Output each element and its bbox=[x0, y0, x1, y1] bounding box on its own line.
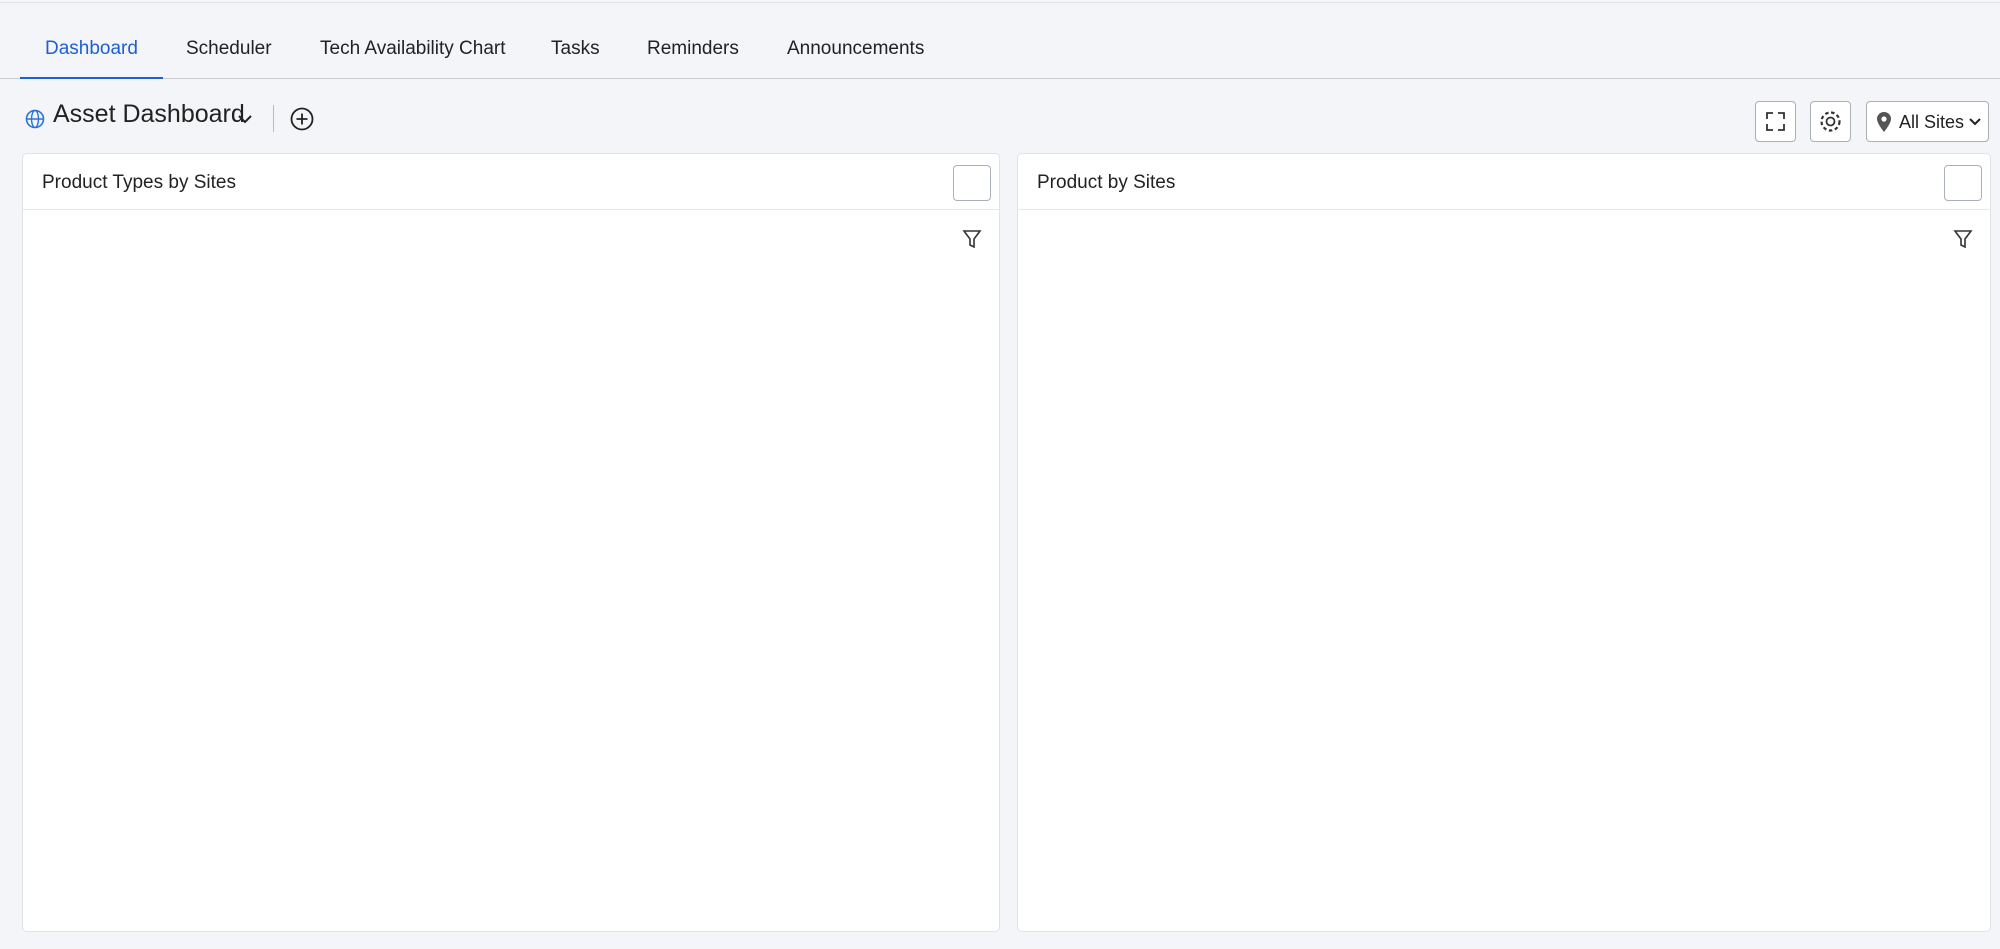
site-filter-label: All Sites bbox=[1899, 112, 1965, 132]
dashboard-title[interactable]: Asset Dashboard bbox=[53, 100, 245, 128]
chart-panel: Product Types by Sites LaptopDesktopTabl… bbox=[22, 153, 1000, 932]
tab-bar: Dashboard Scheduler Tech Availability Ch… bbox=[0, 2, 2000, 79]
panel-divider bbox=[23, 209, 999, 210]
filter-button[interactable]: Macbook ProAsus ExpertCenterCisco NCS 50… bbox=[1944, 165, 1982, 249]
filter-icon: LaptopDesktopTabletRouterMonitorTexas13 … bbox=[962, 230, 982, 249]
tab[interactable]: Announcements bbox=[787, 38, 925, 59]
add-button[interactable] bbox=[289, 106, 315, 132]
filter-button[interactable]: LaptopDesktopTabletRouterMonitorTexas13 … bbox=[953, 165, 991, 249]
separator bbox=[273, 105, 274, 132]
filter-icon: Macbook ProAsus ExpertCenterCisco NCS 50… bbox=[1953, 230, 1973, 249]
chart-panel: Product by Sites Macbook ProAsus ExpertC… bbox=[1017, 153, 1991, 932]
panel-divider bbox=[1018, 209, 1990, 210]
tab[interactable]: Tech Availability Chart bbox=[320, 38, 506, 59]
tab[interactable]: Tasks bbox=[551, 38, 600, 59]
fullscreen-button[interactable] bbox=[1755, 101, 1796, 142]
fullscreen-icon bbox=[1766, 112, 1785, 131]
panel-title: Product Types by Sites bbox=[42, 172, 236, 193]
settings-button[interactable] bbox=[1810, 101, 1851, 142]
dropdown-chevron[interactable] bbox=[236, 112, 254, 126]
panel-title: Product by Sites bbox=[1037, 172, 1176, 193]
dropdown-chevron bbox=[1969, 118, 1981, 126]
pin-icon bbox=[1877, 112, 1891, 132]
chart bbox=[23, 210, 999, 931]
globe-icon bbox=[25, 109, 45, 129]
gear-icon bbox=[1820, 111, 1841, 132]
tab[interactable]: Dashboard bbox=[20, 3, 163, 79]
tab[interactable]: Scheduler bbox=[186, 38, 272, 59]
site-filter[interactable]: All Sites bbox=[1866, 101, 1989, 142]
tab[interactable]: Reminders bbox=[647, 38, 739, 59]
chart bbox=[1018, 210, 1990, 931]
